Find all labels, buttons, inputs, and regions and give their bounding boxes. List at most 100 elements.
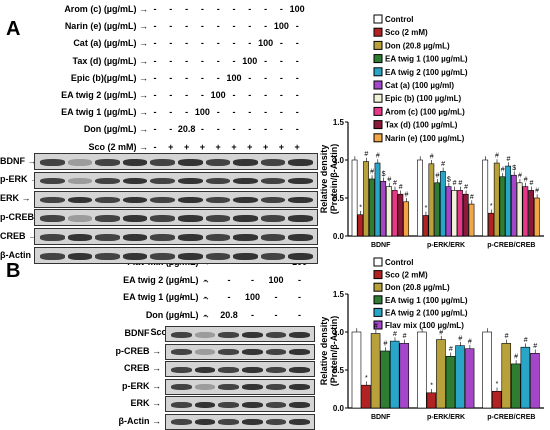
- blot-band: [233, 177, 258, 185]
- treatment-value: -: [153, 107, 157, 118]
- treatment-value: -: [153, 124, 157, 135]
- legend-entry: Narin (e) (100 µg/mL): [373, 133, 465, 143]
- blot-strip: [34, 209, 318, 227]
- legend-entry: Epic (b) (100 µg/mL): [373, 93, 462, 103]
- bar: [380, 180, 387, 237]
- legend-swatch: [373, 14, 383, 24]
- treatment-value: 100: [268, 274, 284, 285]
- treatment-value: -: [232, 55, 236, 66]
- treatment-row: Epic (b)(µg/mL) → - - - - -100- - - -: [0, 73, 550, 86]
- bar: [403, 201, 410, 237]
- treatment-value: -: [185, 90, 189, 100]
- treatment-value: -: [248, 38, 252, 49]
- significance-mark: #: [393, 180, 397, 187]
- treatment-value: -: [279, 107, 283, 118]
- blot-band: [260, 215, 286, 222]
- treatment-value: -: [200, 72, 204, 83]
- significance-mark: #: [524, 337, 528, 344]
- blot-band: [242, 366, 263, 373]
- blot-band: [242, 331, 263, 338]
- treatment-value: -: [298, 309, 301, 320]
- treatment-value: 100: [210, 90, 226, 100]
- legend-label: Tax (d) (100 µg/mL): [385, 121, 458, 130]
- treatment-value: -: [264, 55, 268, 66]
- blot-label: p-ERK →: [0, 174, 39, 185]
- blot-band: [260, 177, 286, 185]
- y-tick-label: 0.0: [333, 404, 345, 413]
- bar: [417, 331, 427, 409]
- y-tick-label: 1.0: [333, 156, 345, 165]
- significance-mark: $: [512, 165, 516, 172]
- legend-entry: EA twig 1 (100 µg/mL): [373, 295, 468, 305]
- legend-swatch: [373, 257, 383, 267]
- bar: [397, 193, 404, 237]
- legend-swatch: [373, 106, 383, 116]
- blot-band: [265, 401, 287, 408]
- treatment-value: 100: [194, 107, 210, 118]
- y-axis-label: Relative density: [319, 145, 329, 214]
- blot-band: [242, 401, 263, 408]
- significance-mark: #: [501, 166, 505, 173]
- blot-band: [150, 253, 175, 260]
- significance-mark: #: [468, 338, 472, 345]
- treatment-row: Narin (e) (µg/mL) → - - - - - - - -100-: [0, 21, 550, 34]
- blot-band: [260, 159, 286, 166]
- bar: [491, 390, 502, 409]
- y-axis-label: Relative density: [319, 317, 329, 386]
- legend-label: Sco (2 mM): [385, 271, 428, 280]
- blot-label: CREB →: [123, 363, 161, 373]
- treatment-value: -: [169, 90, 173, 100]
- blot-band: [260, 253, 286, 260]
- blot-band: [67, 253, 93, 260]
- significance-mark: #: [535, 188, 539, 195]
- legend-swatch: [373, 295, 383, 305]
- bar: [370, 333, 381, 409]
- blot-band: [194, 331, 216, 338]
- significance-mark: #: [464, 184, 468, 191]
- treatment-value: 100: [289, 4, 305, 14]
- legend-label: Arom (c) (100 µg/mL): [385, 107, 465, 116]
- treatment-label: EA twig 1 (µg/mL) →: [123, 292, 210, 302]
- treatment-value: -: [264, 21, 268, 32]
- bar: [468, 203, 475, 237]
- blot-band: [171, 366, 192, 373]
- treatment-value: -: [200, 38, 204, 49]
- bar: [499, 176, 506, 237]
- legend-entry: Control: [373, 14, 413, 24]
- blot-strip: [165, 378, 315, 395]
- blot-band: [265, 366, 287, 373]
- x-category-label: BDNF: [371, 242, 391, 249]
- blot-band: [233, 253, 258, 260]
- treatment-value: -: [200, 21, 204, 32]
- x-category-label: p-ERK/ERK: [427, 242, 465, 249]
- treatment-value: -: [180, 309, 184, 320]
- blot-band: [194, 349, 216, 356]
- significance-mark: #: [507, 156, 511, 163]
- legend-entry: Tax (d) (100 µg/mL): [373, 120, 458, 130]
- blot-band: [150, 159, 175, 166]
- y-tick-label: 0.5: [333, 194, 345, 203]
- treatment-value: +: [262, 141, 269, 152]
- bar: [493, 162, 500, 237]
- treatment-value: 20.8: [177, 124, 196, 135]
- significance-mark: #: [374, 323, 378, 330]
- blot-band: [288, 196, 313, 204]
- treatment-label: EA twig 2 (µg/mL) →: [61, 90, 148, 100]
- blot-strip: [165, 396, 315, 412]
- blot-band: [260, 196, 286, 204]
- blot-band: [171, 401, 192, 408]
- bar: [533, 197, 540, 237]
- treatment-row: EA twig 1 (µg/mL) → - - -100- -: [0, 292, 550, 305]
- treatment-value: -: [185, 107, 189, 118]
- blot-band: [171, 384, 192, 391]
- legend-swatch: [373, 27, 383, 37]
- legend-label: EA twig 2 (100 µg/mL): [385, 68, 468, 77]
- treatment-value: +: [278, 141, 285, 152]
- bar: [482, 331, 492, 409]
- blot-band: [150, 215, 175, 222]
- legend-swatch: [373, 80, 383, 90]
- treatment-value: -: [295, 107, 299, 118]
- significance-mark: #: [439, 329, 443, 336]
- treatment-value: -: [248, 21, 252, 32]
- treatment-value: -: [185, 38, 189, 49]
